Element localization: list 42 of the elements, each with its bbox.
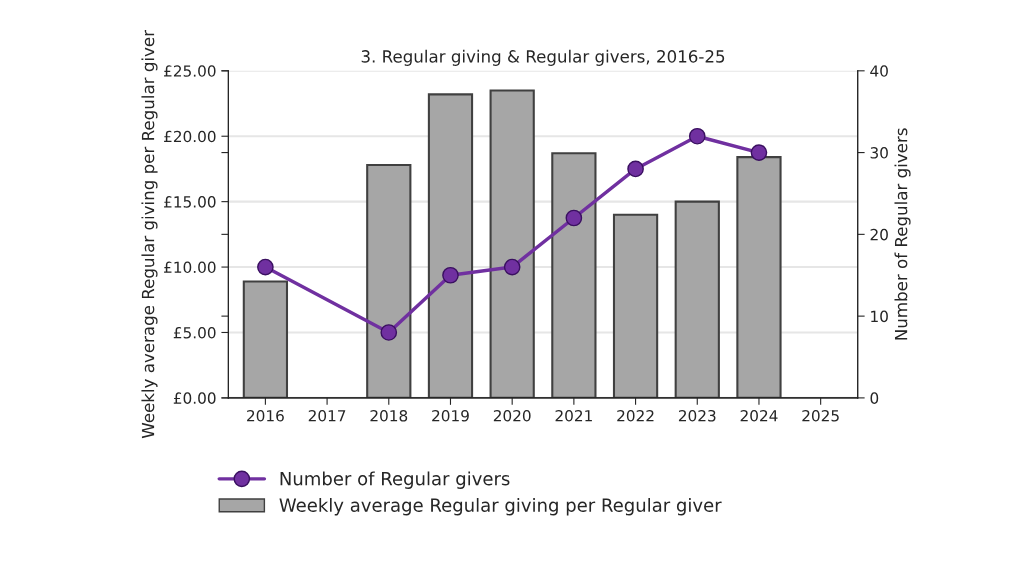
y-tick-label: £0.00 [173, 392, 216, 404]
point [627, 160, 644, 178]
y-axis-title: Weekly average Regular giving per Regular giver [141, 30, 158, 439]
bar [489, 89, 535, 398]
point [688, 127, 706, 145]
point [257, 258, 274, 276]
bar [551, 152, 597, 398]
x-tick-label: 2020 [493, 409, 531, 422]
x-tick-label: 2021 [555, 409, 592, 422]
x-tick-label: 2019 [432, 409, 469, 422]
y-tick-label: £10.00 [164, 261, 216, 274]
x-tick-label: 2023 [678, 409, 716, 422]
y-tick-label: £25.00 [164, 65, 216, 77]
chart-title: 3. Regular giving & Regular givers, 2016-25 [361, 49, 725, 66]
y-tick-label: £5.00 [173, 326, 216, 339]
point [565, 209, 583, 227]
x-tick-label: 2024 [740, 409, 778, 422]
bar [427, 93, 474, 398]
bar [242, 280, 289, 398]
y-tick-label: £15.00 [164, 196, 216, 208]
point [442, 266, 459, 284]
y2-tick-label: 40 [870, 65, 888, 77]
x-tick-label: 2025 [802, 409, 839, 422]
x-tick-label: 2018 [370, 409, 408, 422]
y2-tick-label: 20 [870, 228, 888, 241]
bar [366, 163, 412, 398]
point [503, 258, 521, 276]
point [750, 144, 768, 161]
y2-tick-label: 10 [871, 310, 888, 323]
y-tick-label: £20.00 [164, 130, 216, 143]
y2-tick-label: 30 [870, 147, 888, 159]
legend-label: Weekly average Regular giving per Regular giver [279, 497, 722, 516]
legend-label: Number of Regular givers [280, 471, 510, 489]
x-tick-label: 2017 [308, 409, 346, 422]
bar [612, 213, 659, 398]
x-tick-label: 2016 [247, 409, 284, 422]
bar [736, 156, 782, 398]
x-tick-label: 2022 [617, 409, 654, 422]
y2-tick-label: 0 [870, 392, 879, 404]
y2-axis-title: Number of Regular givers [894, 128, 911, 340]
bar [674, 200, 720, 398]
point [380, 324, 398, 341]
